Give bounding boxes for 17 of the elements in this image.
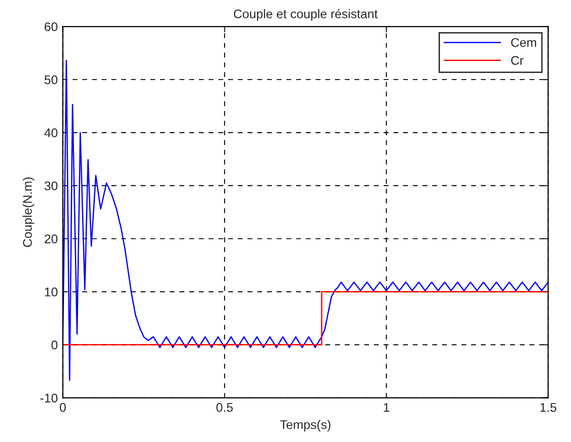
y-tick-label: -10 [40, 394, 58, 402]
y-tick-label: 40 [44, 128, 58, 138]
y-tick-label: 60 [44, 22, 58, 32]
x-axis-title: Temps(s) [280, 420, 330, 432]
y-tick-label: 10 [45, 288, 58, 296]
x-tick-label: 0.5 [216, 402, 233, 412]
y-tick-label: 20 [44, 234, 58, 244]
chart-title: Couple et couple résistant [234, 8, 378, 21]
x-tick-label: 0 [60, 402, 66, 412]
y-axis-title: Couple(N.m) [22, 178, 34, 247]
x-tick-label: 1 [384, 403, 390, 412]
y-tick-label: 0 [51, 340, 58, 350]
legend-label: Cem [511, 38, 536, 47]
y-tick-label: 50 [44, 75, 58, 84]
y-tick-label: 30 [44, 181, 58, 190]
x-tick-label: 1.5 [540, 403, 556, 412]
legend-label: Cr [511, 56, 524, 65]
